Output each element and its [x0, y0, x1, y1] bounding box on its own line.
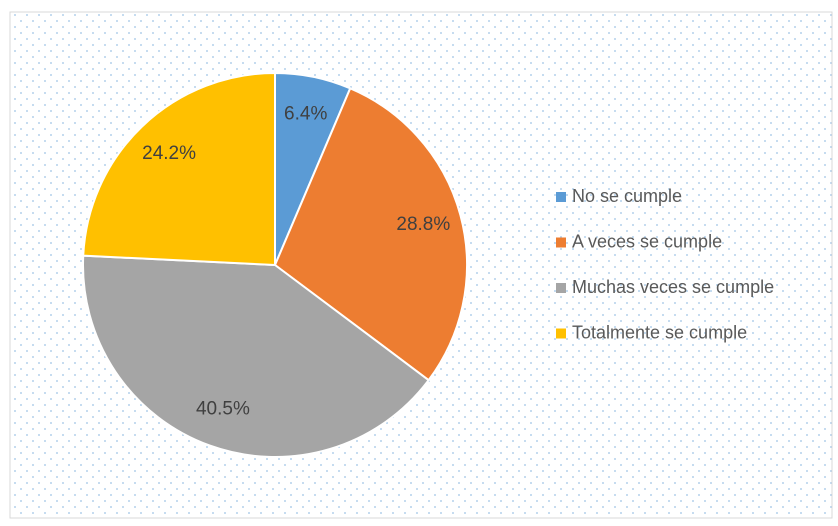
data-label: 24.2%	[142, 143, 196, 164]
legend-label: Muchas veces se cumple	[572, 277, 774, 297]
legend-label: Totalmente se cumple	[572, 322, 747, 342]
legend-swatch	[556, 192, 566, 202]
legend: No se cumple A veces se cumple Muchas vece…	[556, 186, 774, 342]
legend-swatch	[556, 237, 566, 248]
legend-swatch	[556, 328, 566, 339]
data-label: 6.4%	[284, 104, 327, 125]
legend-label: A veces se cumple	[572, 231, 722, 251]
pie: 6.4% 28.8% 40.5% 24.2%	[82, 71, 468, 458]
data-label: 40.5%	[196, 399, 250, 420]
data-label: 28.8%	[396, 214, 450, 235]
legend-label: No se cumple	[572, 186, 682, 206]
pie-slice	[82, 254, 431, 458]
pie-slice	[273, 87, 468, 382]
legend-swatch	[556, 283, 566, 293]
pie-slice	[82, 71, 276, 267]
